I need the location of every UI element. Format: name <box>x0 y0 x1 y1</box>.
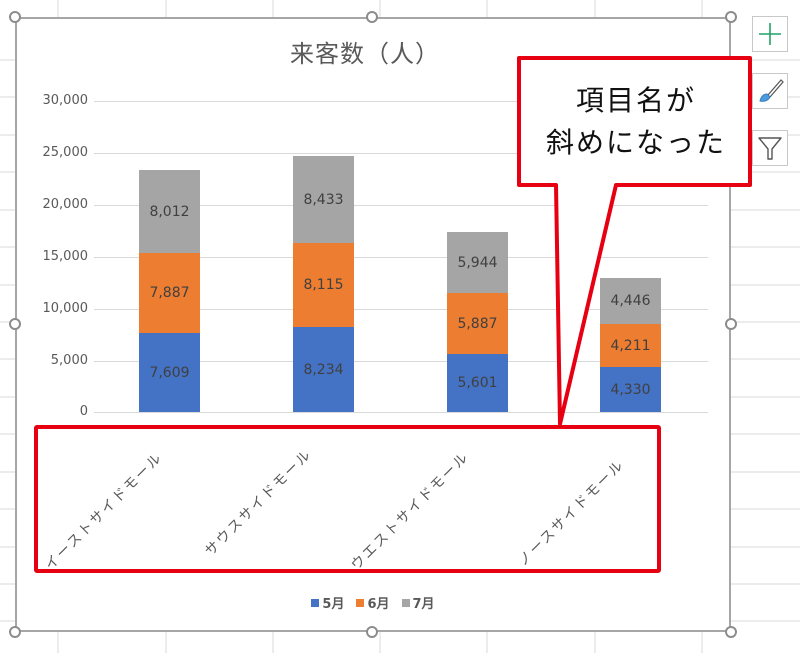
resize-handle-top[interactable] <box>366 11 378 23</box>
bar-segment-june[interactable]: 5,887 <box>447 293 508 354</box>
y-tick-label: 20,000 <box>42 197 89 212</box>
legend-swatch <box>401 598 410 607</box>
legend-item-may[interactable]: 5月 <box>311 593 344 612</box>
data-label: 5,944 <box>457 254 498 271</box>
y-tick-label: 25,000 <box>42 145 89 160</box>
bar-segment-may[interactable]: 4,330 <box>600 367 661 412</box>
bar-segment-may[interactable]: 5,601 <box>447 354 508 412</box>
legend-swatch <box>356 598 365 607</box>
y-tick-label: 15,000 <box>42 249 89 264</box>
chart-elements-button[interactable] <box>752 16 788 52</box>
y-tick-label: 5,000 <box>50 353 88 368</box>
gridline <box>94 361 708 362</box>
chart-filters-button[interactable] <box>752 130 788 166</box>
gridline <box>94 101 708 102</box>
data-label: 8,234 <box>303 361 344 378</box>
resize-handle-bottom-right[interactable] <box>725 626 737 638</box>
resize-handle-left[interactable] <box>9 318 21 330</box>
legend-swatch <box>311 598 320 607</box>
data-label: 4,446 <box>610 293 651 309</box>
data-label: 4,211 <box>610 337 651 354</box>
bar-segment-may[interactable]: 8,234 <box>293 327 354 412</box>
bar-segment-july[interactable]: 8,433 <box>293 156 354 243</box>
chart-styles-button[interactable] <box>752 73 788 109</box>
data-label: 8,012 <box>149 203 190 220</box>
paintbrush-icon <box>759 79 784 102</box>
chart-title[interactable]: 来客数（人） <box>290 40 440 68</box>
data-label: 5,601 <box>457 375 498 391</box>
bar-segment-june[interactable]: 4,211 <box>600 324 661 367</box>
legend-label: 7月 <box>412 597 435 612</box>
data-label: 7,887 <box>149 285 190 301</box>
y-tick-label: 30,000 <box>42 93 89 108</box>
resize-handle-top-left[interactable] <box>9 11 21 23</box>
gridline <box>94 257 708 258</box>
y-tick-label: 0 <box>79 404 88 419</box>
legend[interactable]: 5月 6月 7月 <box>0 593 746 612</box>
funnel-icon <box>758 137 782 160</box>
bar-segment-july[interactable]: 4,446 <box>600 278 661 324</box>
callout-line: 斜めになった <box>545 126 726 159</box>
gridline <box>94 309 708 310</box>
callout-text: 項目名が 斜めになった <box>522 80 750 164</box>
resize-handle-bottom-left[interactable] <box>9 626 21 638</box>
bar-segment-june[interactable]: 7,887 <box>139 253 200 333</box>
bar-segment-july[interactable]: 8,012 <box>139 170 200 253</box>
callout-line: 項目名が <box>575 84 696 117</box>
data-label: 8,115 <box>303 277 344 293</box>
data-label: 8,433 <box>303 191 344 208</box>
data-label: 4,330 <box>610 381 651 398</box>
gridline <box>94 153 708 154</box>
resize-handle-right[interactable] <box>725 318 737 330</box>
y-tick-label: 10,000 <box>42 301 89 316</box>
data-label: 7,609 <box>149 364 190 381</box>
gridline <box>94 412 708 413</box>
bar-segment-july[interactable]: 5,944 <box>447 232 508 293</box>
legend-label: 5月 <box>322 597 345 612</box>
legend-label: 6月 <box>367 597 390 612</box>
bar-segment-may[interactable]: 7,609 <box>139 333 200 412</box>
bar-segment-june[interactable]: 8,115 <box>293 243 354 327</box>
plus-icon <box>759 23 781 45</box>
annotation-highlight-box <box>34 425 661 573</box>
legend-item-july[interactable]: 7月 <box>401 593 435 612</box>
gridline <box>94 205 708 206</box>
resize-handle-bottom[interactable] <box>366 626 378 638</box>
legend-item-june[interactable]: 6月 <box>356 593 390 612</box>
data-label: 5,887 <box>457 315 498 332</box>
resize-handle-top-right[interactable] <box>725 11 737 23</box>
